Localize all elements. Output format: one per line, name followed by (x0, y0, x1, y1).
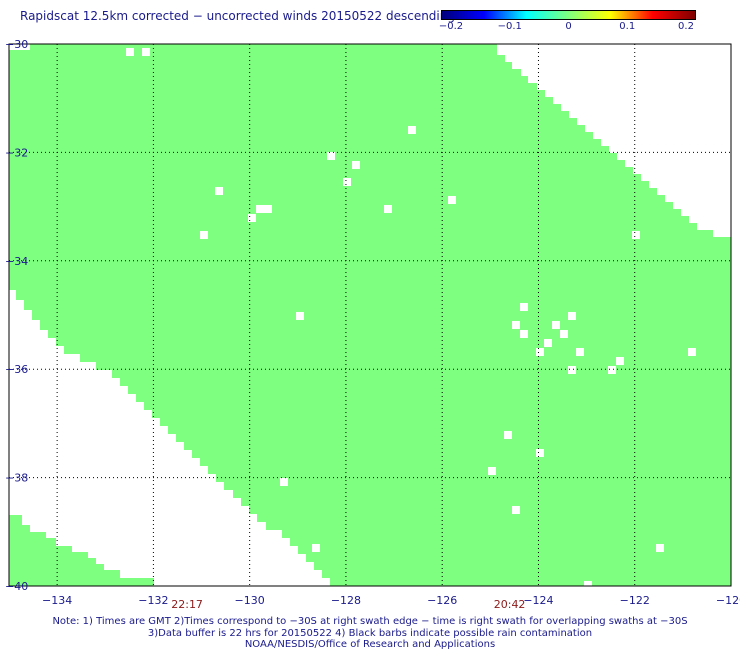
swath-fill (9, 44, 731, 586)
missing-cell (568, 312, 576, 320)
graticule (9, 44, 731, 586)
missing-cell (384, 205, 392, 213)
missing-cell (576, 348, 584, 356)
missing-cell (256, 205, 264, 213)
colorbar-tick-label: 0 (565, 21, 572, 32)
missing-cell (200, 231, 208, 239)
missing-cell (488, 467, 496, 475)
missing-cell (215, 187, 223, 195)
missing-cell (327, 152, 335, 160)
missing-cell (280, 478, 288, 486)
longitude-label: −122 (620, 594, 650, 607)
swath-time-label: 22:17 (171, 598, 203, 611)
swath-main (9, 44, 731, 586)
longitude-label: −124 (523, 594, 553, 607)
latitude-label: −34 (5, 255, 28, 268)
missing-cell (552, 321, 560, 329)
latitude-label: −32 (5, 146, 28, 159)
longitude-label: −120 (716, 594, 740, 607)
colorbar-tick-label: −0.1 (497, 21, 522, 32)
missing-cell (656, 544, 664, 552)
missing-cell (520, 330, 528, 338)
missing-cell (343, 178, 351, 186)
latitude-label: −36 (5, 363, 28, 376)
missing-cell (126, 48, 134, 56)
missing-cell (142, 48, 150, 56)
longitude-label: −126 (427, 594, 457, 607)
note-line-1: Note: 1) Times are GMT 2)Times correspon… (52, 616, 688, 627)
footer-notes: Note: 1) Times are GMT 2)Times correspon… (0, 616, 740, 651)
longitude-label: −130 (235, 594, 265, 607)
swath-time-label: 20:42 (494, 598, 526, 611)
colorbar-tick-label: 0.2 (678, 21, 694, 32)
note-line-3: NOAA/NESDIS/Office of Research and Appli… (244, 639, 496, 650)
missing-cell (512, 506, 520, 514)
longitude-label: −132 (138, 594, 168, 607)
missing-cell (504, 431, 512, 439)
missing-cell (568, 366, 576, 374)
colorbar (441, 10, 696, 20)
missing-cell (584, 581, 592, 589)
longitude-label: −134 (42, 594, 72, 607)
missing-data-cells (126, 48, 696, 589)
missing-cell (616, 357, 624, 365)
missing-cell (560, 330, 568, 338)
swath-corner (9, 515, 154, 586)
missing-cell (512, 321, 520, 329)
missing-cell (248, 214, 256, 222)
missing-cell (264, 205, 272, 213)
missing-cell (408, 126, 416, 134)
missing-cell (608, 366, 616, 374)
latitude-label: −30 (5, 38, 28, 51)
missing-cell (312, 544, 320, 552)
latitude-label: −38 (5, 472, 28, 485)
missing-cell (536, 348, 544, 356)
missing-cell (448, 196, 456, 204)
colorbar-tick-label: −0.2 (438, 21, 464, 32)
missing-cell (352, 161, 360, 169)
latitude-label: −40 (5, 580, 28, 593)
missing-cell (544, 339, 552, 347)
axis-labels: −30 −32 −34 −36 −38 −40 −134 −132 −130 −128 −126 −1… (5, 38, 740, 611)
colorbar-tick-label: 0.1 (619, 21, 636, 32)
map-title: Rapidscat 12.5km corrected − uncorrected… (20, 9, 455, 23)
missing-cell (296, 312, 304, 320)
note-line-2: 3)Data buffer is 22 hrs for 20150522 4) … (147, 627, 593, 639)
map-frame (8, 43, 732, 587)
missing-cell (688, 348, 696, 356)
missing-cell (536, 449, 544, 457)
missing-cell (520, 303, 528, 311)
longitude-label: −128 (331, 594, 361, 607)
missing-cell (632, 231, 640, 239)
